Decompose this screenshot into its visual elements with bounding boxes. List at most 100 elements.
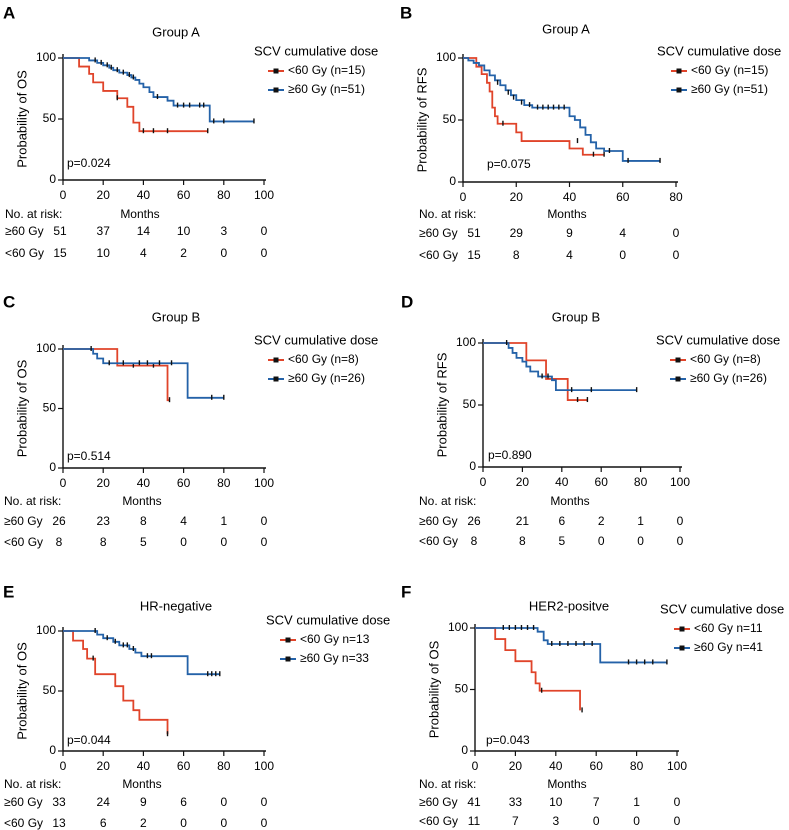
risk-count: 26 <box>467 514 481 528</box>
risk-count: 0 <box>261 246 268 260</box>
risk-count: 13 <box>52 816 66 830</box>
risk-count: 11 <box>468 814 481 828</box>
risk-row-label: ≥60 Gy <box>419 226 458 240</box>
x-tick-label: 20 <box>510 190 524 204</box>
legend-marker <box>273 87 279 93</box>
x-axis-label: Months <box>122 494 161 508</box>
risk-count: 10 <box>177 224 191 238</box>
risk-count: 37 <box>97 224 111 238</box>
risk-count: 5 <box>140 535 147 549</box>
risk-count: 15 <box>467 248 481 262</box>
x-tick-label: 40 <box>137 759 151 773</box>
legend-title: SCV cumulative dose <box>254 43 378 58</box>
x-tick-label: 20 <box>97 476 111 490</box>
y-axis-label: Probability of OS <box>426 640 441 738</box>
x-tick-label: 0 <box>60 476 67 490</box>
x-tick-label: 80 <box>217 188 231 202</box>
x-axis-label: Months <box>120 207 159 221</box>
risk-count: 0 <box>677 514 684 528</box>
risk-table-header: No. at risk: <box>419 494 476 508</box>
x-tick-label: 80 <box>634 475 648 489</box>
y-tick-label: 50 <box>443 112 457 126</box>
legend-label: <60 Gy (n=15) <box>288 63 365 77</box>
risk-count: 0 <box>261 224 268 238</box>
km-curve-low <box>463 57 605 156</box>
legend-label: ≥60 Gy n=33 <box>300 651 369 665</box>
risk-count: 0 <box>677 534 684 548</box>
risk-count: 0 <box>261 514 268 528</box>
x-axis-label: Months <box>122 777 161 791</box>
legend-label: <60 Gy n=11 <box>694 621 763 635</box>
x-tick-label: 40 <box>563 190 577 204</box>
risk-count: 0 <box>261 535 268 549</box>
risk-count: 10 <box>549 795 563 809</box>
risk-row-label: ≥60 Gy <box>4 795 43 809</box>
x-tick-label: 0 <box>460 190 467 204</box>
risk-count: 0 <box>220 535 227 549</box>
x-tick-label: 0 <box>472 759 479 773</box>
legend-label: ≥60 Gy n=41 <box>694 640 763 654</box>
x-tick-label: 60 <box>616 190 630 204</box>
risk-count: 5 <box>558 534 565 548</box>
risk-count: 0 <box>598 534 605 548</box>
legend-marker <box>273 376 279 382</box>
legend-title: SCV cumulative dose <box>656 332 780 347</box>
risk-count: 1 <box>633 795 640 809</box>
risk-count: 9 <box>566 226 573 240</box>
legend-marker <box>273 357 279 363</box>
x-tick-label: 100 <box>254 476 274 490</box>
x-tick-label: 20 <box>516 475 530 489</box>
risk-count: 15 <box>53 246 67 260</box>
risk-count: 10 <box>97 246 111 260</box>
x-tick-label: 40 <box>137 188 151 202</box>
y-axis-label: Probability of OS <box>14 642 29 740</box>
x-tick-label: 0 <box>60 759 67 773</box>
risk-count: 4 <box>140 246 147 260</box>
panel-letter: E <box>3 582 14 601</box>
risk-count: 0 <box>673 226 680 240</box>
km-curve-low <box>63 57 208 133</box>
risk-count: 8 <box>471 534 478 548</box>
km-curve-high <box>63 57 254 123</box>
legend-label: <60 Gy (n=15) <box>691 63 768 77</box>
risk-count: 41 <box>467 795 481 809</box>
y-tick-label: 50 <box>455 682 469 696</box>
x-tick-label: 100 <box>667 759 687 773</box>
legend-title: SCV cumulative dose <box>660 601 784 616</box>
y-tick-label: 0 <box>469 459 476 473</box>
y-tick-label: 100 <box>36 50 56 64</box>
x-tick-label: 60 <box>595 475 609 489</box>
risk-table-header: No. at risk: <box>4 777 61 791</box>
risk-count: 0 <box>220 246 227 260</box>
legend-label: ≥60 Gy (n=51) <box>288 82 365 96</box>
x-tick-label: 80 <box>669 190 683 204</box>
y-axis-label: Probability of OS <box>14 70 29 168</box>
risk-count: 7 <box>593 795 600 809</box>
risk-count: 0 <box>261 795 268 809</box>
x-tick-label: 40 <box>555 475 569 489</box>
x-tick-label: 80 <box>217 759 231 773</box>
risk-count: 14 <box>137 224 151 238</box>
legend-title: SCV cumulative dose <box>657 43 781 58</box>
chart-title: HR-negative <box>140 598 212 613</box>
risk-count: 8 <box>100 535 107 549</box>
km-curve-low <box>475 627 581 711</box>
risk-count: 6 <box>558 514 565 528</box>
panel-letter: D <box>401 292 413 311</box>
risk-row-label: <60 Gy <box>419 534 458 548</box>
x-tick-label: 100 <box>670 475 690 489</box>
risk-count: 8 <box>56 535 63 549</box>
risk-count: 0 <box>619 248 626 262</box>
y-axis-label: Probability of OS <box>14 359 29 457</box>
risk-count: 23 <box>97 514 111 528</box>
x-tick-label: 40 <box>137 476 151 490</box>
risk-count: 0 <box>180 816 187 830</box>
km-curve-low <box>63 348 170 402</box>
risk-count: 0 <box>674 814 681 828</box>
y-tick-label: 100 <box>36 623 56 637</box>
risk-count: 2 <box>140 816 147 830</box>
x-tick-label: 100 <box>254 188 274 202</box>
